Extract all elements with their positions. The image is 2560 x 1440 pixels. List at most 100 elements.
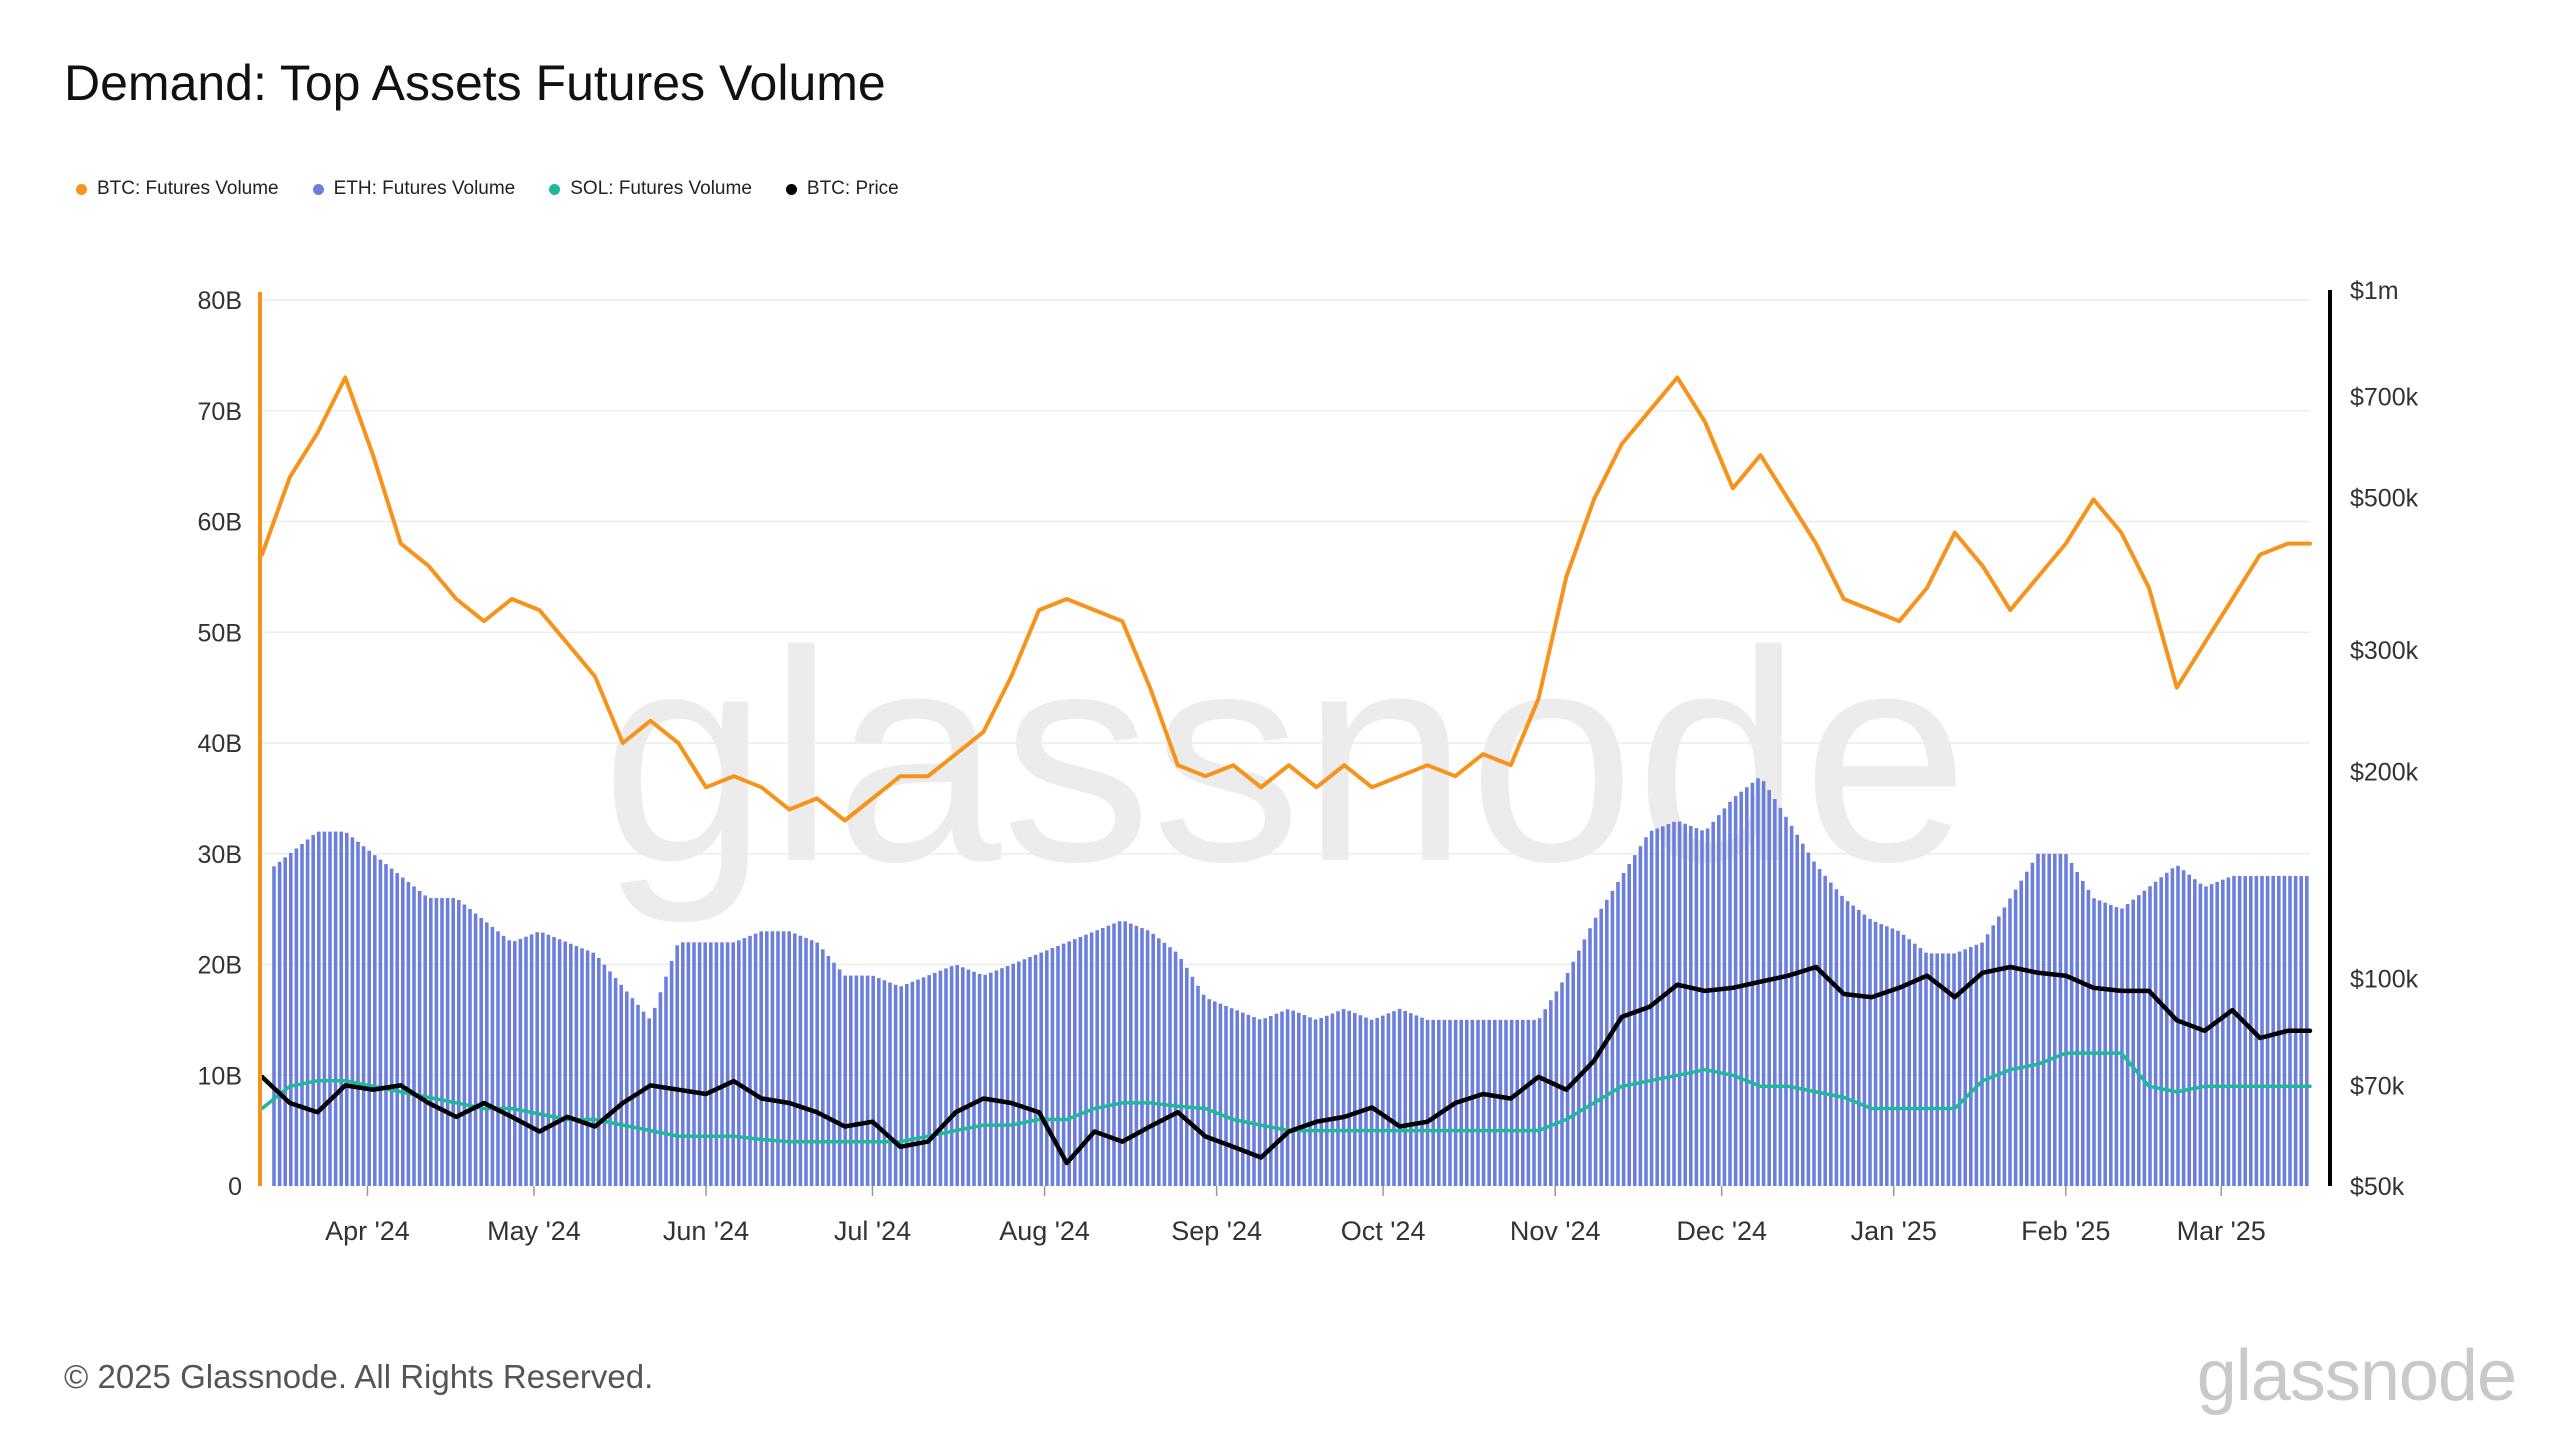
legend-dot-icon	[76, 183, 87, 195]
eth-volume-bar	[1649, 830, 1654, 1186]
eth-volume-bar	[1991, 925, 1995, 1186]
eth-volume-bar	[1112, 923, 1116, 1186]
eth-volume-bar	[1319, 1018, 1323, 1186]
eth-volume-bar	[692, 942, 696, 1186]
left-axis-tick-label: 60B	[198, 509, 242, 537]
eth-volume-bar	[1403, 1010, 1407, 1186]
eth-volume-bar	[608, 971, 612, 1186]
eth-volume-bar	[451, 898, 455, 1186]
eth-volume-bar	[1621, 872, 1626, 1186]
eth-volume-bar	[798, 935, 803, 1186]
btc-futures-volume-line	[260, 375, 2312, 823]
eth-volume-bar	[300, 843, 304, 1186]
eth-volume-bar	[944, 968, 948, 1186]
eth-volume-bar	[1733, 796, 1738, 1186]
legend-dot-icon	[312, 183, 324, 195]
eth-volume-bar	[1213, 1001, 1217, 1186]
eth-volume-bar	[1022, 959, 1027, 1186]
eth-volume-bar	[507, 940, 511, 1186]
eth-volume-bar	[1588, 928, 1592, 1186]
eth-volume-bar	[1336, 1011, 1340, 1186]
eth-volume-bar	[927, 975, 931, 1186]
eth-volume-bar	[1162, 942, 1167, 1186]
eth-volume-bar	[1885, 926, 1889, 1186]
eth-volume-bar	[2176, 865, 2180, 1186]
eth-volume-bar	[1033, 954, 1038, 1186]
eth-volume-bar	[1504, 1019, 1508, 1186]
eth-volume-bar	[1812, 861, 1816, 1186]
legend-item-btc-price[interactable]: BTC: Price	[785, 178, 899, 200]
eth-volume-bar	[2137, 895, 2141, 1186]
eth-volume-bar	[289, 852, 293, 1186]
eth-volume-bar	[1784, 816, 1788, 1186]
eth-volume-bar	[1666, 824, 1671, 1186]
eth-volume-bar	[2271, 875, 2275, 1186]
eth-volume-bar	[2142, 890, 2147, 1186]
eth-volume-bar	[1101, 927, 1105, 1186]
eth-volume-bar	[1868, 918, 1872, 1186]
eth-volume-bar	[1616, 881, 1620, 1186]
legend-label: BTC: Futures Volume	[97, 178, 279, 199]
eth-volume-bar	[1123, 921, 1127, 1186]
legend-item-sol-volume[interactable]: SOL: Futures Volume	[549, 178, 752, 200]
eth-volume-bar	[664, 976, 668, 1186]
eth-volume-bar	[490, 926, 495, 1186]
eth-volume-bar	[1140, 928, 1144, 1186]
eth-volume-bar	[2047, 853, 2051, 1186]
left-axis-tick-label: 80B	[198, 287, 242, 315]
eth-volume-bar	[972, 971, 976, 1186]
eth-volume-bar	[552, 937, 556, 1186]
eth-volume-bar	[2013, 889, 2018, 1186]
eth-volume-bar	[1873, 921, 1878, 1186]
eth-volume-bar	[479, 917, 483, 1186]
eth-volume-bar	[384, 864, 388, 1186]
eth-volume-bar	[1661, 826, 1665, 1186]
eth-volume-bar	[1117, 921, 1122, 1186]
eth-volume-bar	[429, 898, 433, 1186]
eth-volume-bar	[1834, 889, 1839, 1186]
btc-price-line	[259, 964, 2313, 1166]
eth-volume-bar	[2053, 853, 2057, 1186]
legend-item-btc-volume[interactable]: BTC: Futures Volume	[76, 178, 279, 200]
eth-volume-bar	[1190, 976, 1195, 1186]
eth-volume-bar	[294, 848, 299, 1186]
eth-volume-bar	[1963, 949, 1967, 1186]
eth-volume-bar	[1005, 965, 1010, 1186]
eth-volume-bar	[809, 940, 814, 1186]
eth-volume-bar	[731, 942, 735, 1186]
eth-volume-bar	[1644, 837, 1648, 1186]
eth-volume-bar	[2109, 904, 2113, 1186]
eth-volume-bar	[445, 898, 450, 1186]
eth-volume-bar	[1000, 968, 1004, 1186]
left-axis-tick-label: 70B	[198, 398, 242, 426]
glassnode-logo: glassnode	[2196, 1336, 2517, 1416]
eth-volume-bar	[1420, 1017, 1424, 1186]
eth-volume-bar	[1577, 950, 1581, 1186]
eth-volume-bar	[1560, 982, 1564, 1186]
eth-volume-bar	[1397, 1008, 1402, 1186]
legend-item-eth-volume[interactable]: ETH: Futures Volume	[312, 178, 515, 200]
eth-volume-bar	[1487, 1019, 1491, 1186]
eth-volume-bar	[1470, 1019, 1475, 1186]
eth-volume-bar	[1907, 939, 1911, 1186]
eth-volume-bar	[1448, 1019, 1452, 1186]
eth-volume-bar	[2170, 868, 2175, 1186]
eth-volume-bar	[1694, 828, 1699, 1186]
eth-volume-bar	[1252, 1017, 1256, 1186]
eth-volume-bar	[2030, 862, 2035, 1186]
eth-volume-bar	[1957, 951, 1962, 1186]
eth-volume-bar	[2103, 902, 2107, 1186]
right-axis-tick-label: $100k	[2350, 966, 2419, 994]
eth-volume-bar	[1353, 1012, 1357, 1186]
eth-volume-bar	[339, 831, 343, 1186]
eth-volume-bar	[518, 938, 523, 1186]
eth-volume-bar	[905, 984, 909, 1186]
eth-volume-bar	[529, 934, 534, 1186]
eth-volume-bar	[412, 886, 416, 1186]
x-axis-tick-label: Apr '24	[325, 1216, 410, 1246]
eth-volume-bar	[1879, 924, 1883, 1186]
eth-volume-bar	[1700, 830, 1704, 1186]
axes: 0 10B 20B 30B 40B 50B 60B 70B 80B $50k $70k $100k $2…	[198, 277, 2419, 1246]
eth-volume-bar	[2092, 898, 2096, 1186]
